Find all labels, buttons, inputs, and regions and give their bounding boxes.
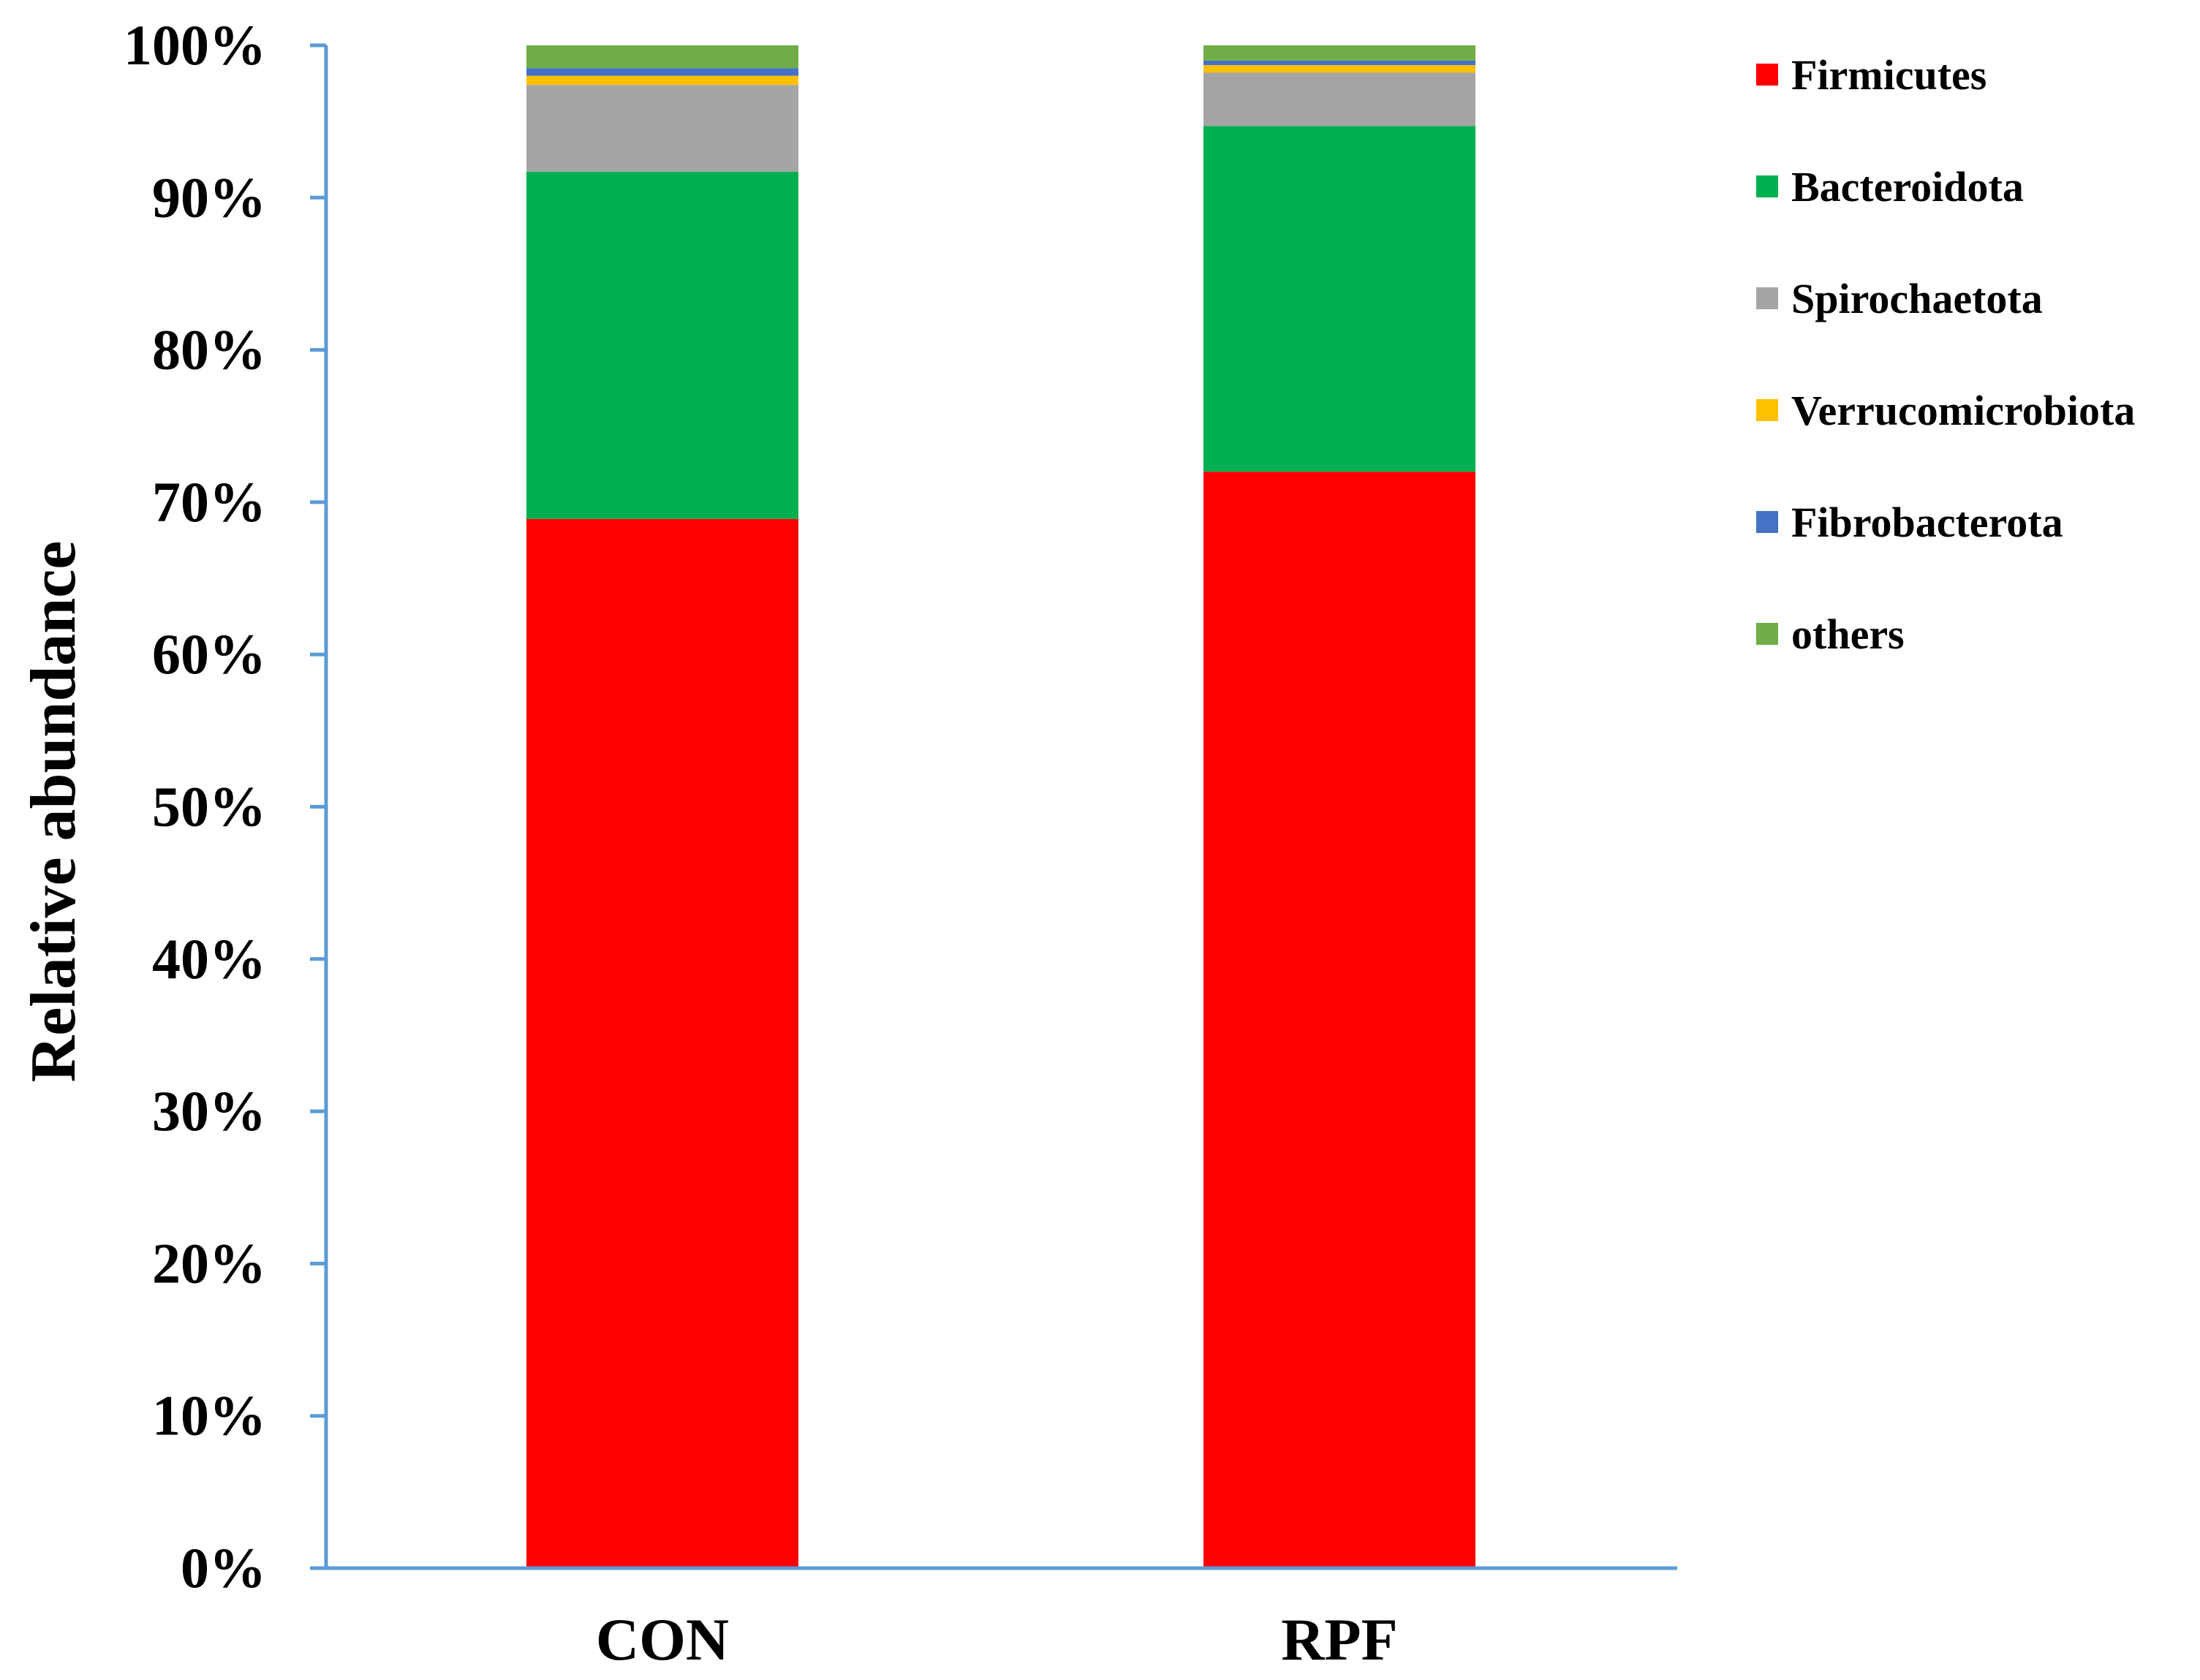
bar-segment-rpf-others bbox=[1203, 45, 1475, 61]
y-tick-label: 30% bbox=[152, 1079, 266, 1143]
bar-segment-con-verrucomicrobiota bbox=[526, 75, 798, 86]
bar-segment-rpf-bacteroidota bbox=[1203, 126, 1475, 472]
bar-segment-con-bacteroidota bbox=[526, 171, 798, 519]
y-axis-title: Relative abundance bbox=[18, 541, 89, 1083]
bar-segment-con-fibrobacterota bbox=[526, 68, 798, 76]
legend-swatch bbox=[1756, 511, 1778, 533]
legend-item-bacteroidota: Bacteroidota bbox=[1756, 163, 2024, 211]
y-ticks-layer: 0% 10% 20% 30% 40% 50% 60% 70% 80% 90% 100% bbox=[124, 13, 326, 1600]
legend-label: Bacteroidota bbox=[1791, 163, 2024, 211]
legend-label: Verrucomicrobiota bbox=[1791, 387, 2135, 434]
y-tick-label: 70% bbox=[152, 470, 266, 534]
bar-segment-rpf-firmicutes bbox=[1203, 472, 1475, 1568]
bar-segment-rpf-verrucomicrobiota bbox=[1203, 65, 1475, 73]
legend-swatch bbox=[1756, 64, 1778, 86]
legend-label: others bbox=[1791, 610, 1905, 658]
x-tick-label-rpf: RPF bbox=[1281, 1606, 1397, 1673]
bar-segment-rpf-spirochaetota bbox=[1203, 72, 1475, 126]
y-tick-label: 40% bbox=[152, 927, 266, 991]
legend-item-firmicutes: Firmicutes bbox=[1756, 51, 1987, 99]
legend-swatch bbox=[1756, 175, 1778, 197]
x-labels-layer: CON RPF bbox=[596, 1606, 1398, 1673]
legend-label: Firmicutes bbox=[1791, 51, 1987, 99]
legend-label: Fibrobacterota bbox=[1791, 499, 2063, 546]
bar-segment-con-spirochaetota bbox=[526, 85, 798, 172]
bar-segment-rpf-fibrobacterota bbox=[1203, 60, 1475, 66]
legend-swatch bbox=[1756, 399, 1778, 421]
y-tick-label: 0% bbox=[181, 1536, 266, 1600]
y-tick-label: 60% bbox=[152, 622, 266, 686]
bars-layer bbox=[526, 45, 1475, 1568]
bar-segment-con-others bbox=[526, 45, 798, 69]
y-tick-label: 90% bbox=[152, 165, 266, 229]
bar-segment-con-firmicutes bbox=[526, 518, 798, 1568]
y-tick-label: 80% bbox=[152, 318, 266, 382]
legend: Firmicutes Bacteroidota Spirochaetota Verru… bbox=[1756, 51, 2135, 658]
legend-swatch bbox=[1756, 287, 1778, 309]
legend-swatch bbox=[1756, 623, 1778, 645]
legend-item-verrucomicrobiota: Verrucomicrobiota bbox=[1756, 387, 2135, 434]
legend-item-spirochaetota: Spirochaetota bbox=[1756, 275, 2043, 322]
y-tick-label: 20% bbox=[152, 1231, 266, 1295]
y-tick-label: 100% bbox=[124, 13, 266, 77]
x-tick-label-con: CON bbox=[596, 1606, 729, 1673]
y-tick-label: 50% bbox=[152, 775, 266, 839]
legend-item-fibrobacterota: Fibrobacterota bbox=[1756, 499, 2063, 546]
legend-label: Spirochaetota bbox=[1791, 275, 2043, 322]
y-tick-label: 10% bbox=[152, 1384, 266, 1448]
legend-item-others: others bbox=[1756, 610, 1905, 658]
